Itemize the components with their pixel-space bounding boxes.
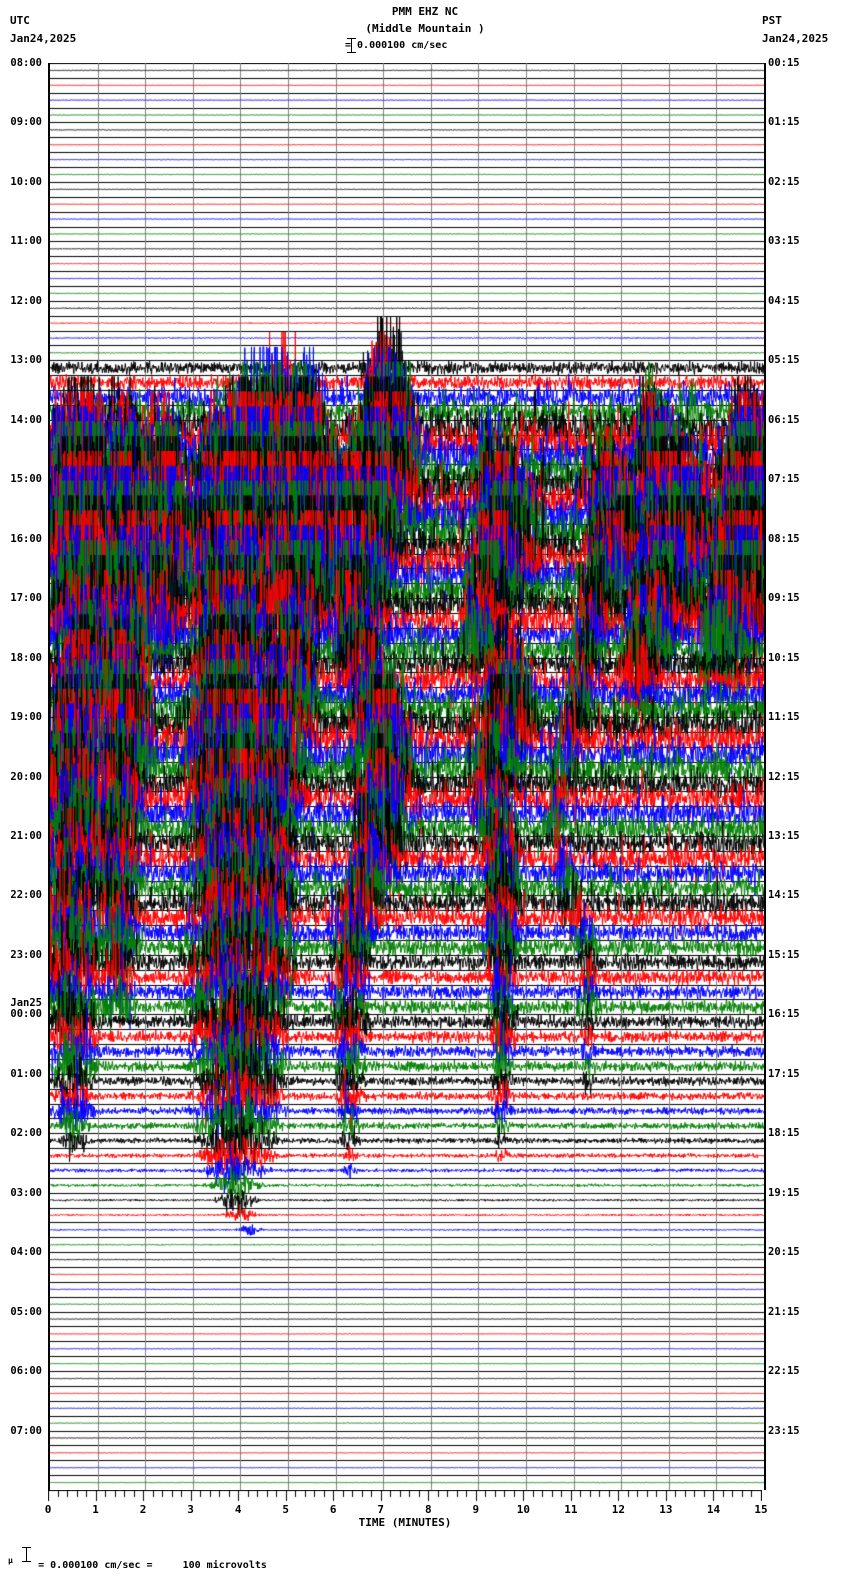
pst-tick-label: 04:15: [768, 294, 800, 307]
footer-scale-label: = 0.000100 cm/sec = 100 microvolts: [8, 1549, 267, 1571]
pst-tick-label: 01:15: [768, 116, 800, 129]
utc-tick-label: 22:00: [10, 889, 42, 902]
utc-tick-label: 14:00: [10, 413, 42, 426]
utc-tick-label: Jan25 00:00: [10, 997, 42, 1021]
footer-scale-bar-icon: [22, 1547, 31, 1562]
pst-tick-label: 18:15: [768, 1127, 800, 1140]
x-tick-label: 0: [44, 1503, 52, 1516]
x-tick-label: 1: [92, 1503, 99, 1516]
seismogram-traces: [50, 63, 764, 1490]
pst-tick-label: 22:15: [768, 1365, 800, 1378]
station-name-title: (Middle Mountain ): [365, 22, 485, 35]
x-tick-label: 10: [516, 1503, 530, 1516]
x-axis-title: TIME (MINUTES): [358, 1516, 452, 1529]
scale-note-label: = 0.000100 cm/sec: [345, 40, 448, 51]
pst-tick-label: 07:15: [768, 473, 800, 486]
pst-tick-label: 16:15: [768, 1008, 800, 1021]
utc-tick-label: 03:00: [10, 1186, 42, 1199]
utc-date-label: Jan24,2025: [10, 32, 77, 45]
utc-tick-label: 23:00: [10, 948, 42, 961]
x-tick-label: 13: [659, 1503, 673, 1516]
helicorder-plot-area[interactable]: [48, 63, 766, 1490]
pst-tick-label: 23:15: [768, 1424, 800, 1437]
utc-tick-label: 17:00: [10, 592, 42, 605]
utc-tick-label: 01:00: [10, 1067, 42, 1080]
pst-tick-label: 09:15: [768, 592, 800, 605]
footer-mu-symbol: μ: [8, 1556, 13, 1565]
station-code-title: PMM EHZ NC: [391, 5, 459, 18]
x-tick-label: 15: [754, 1503, 768, 1516]
x-axis-ticks: [48, 1490, 762, 1504]
x-tick-label: 14: [706, 1503, 721, 1516]
x-tick-label: 11: [564, 1503, 578, 1516]
pst-tick-label: 02:15: [768, 175, 800, 188]
utc-tick-label: 02:00: [10, 1127, 42, 1140]
pst-tick-label: 15:15: [768, 948, 800, 961]
utc-tick-label: 06:00: [10, 1365, 42, 1378]
pst-tick-label: 17:15: [768, 1067, 800, 1080]
pst-tick-label: 12:15: [768, 770, 800, 783]
utc-tick-label: 04:00: [10, 1246, 42, 1259]
pst-timezone-label: PST: [762, 14, 782, 27]
pst-tick-label: 00:15: [768, 57, 800, 69]
utc-tick-label: 08:00: [10, 57, 42, 69]
x-tick-label: 8: [424, 1503, 432, 1516]
x-tick-label: 4: [234, 1503, 242, 1516]
utc-tick-label: 13:00: [10, 354, 42, 367]
pst-tick-label: 21:15: [768, 1305, 800, 1318]
x-axis: 0 1 2 3 4 5 6 7 8 9 10 11 12 13 14 15: [44, 1490, 768, 1520]
x-tick-label: 3: [187, 1503, 194, 1516]
utc-tick-label: 15:00: [10, 473, 42, 486]
pst-tick-label: 20:15: [768, 1246, 800, 1259]
x-tick-label: 5: [282, 1503, 289, 1516]
x-tick-label: 9: [472, 1503, 480, 1516]
pst-tick-label: 06:15: [768, 413, 800, 426]
footer-scale-text: = 0.000100 cm/sec = 100 microvolts: [38, 1560, 267, 1571]
utc-tick-label: 09:00: [10, 116, 42, 129]
x-tick-label: 12: [611, 1503, 626, 1516]
utc-tick-label: 11:00: [10, 235, 42, 248]
x-tick-label: 2: [139, 1503, 147, 1516]
pst-tick-label: 03:15: [768, 235, 800, 248]
pst-tick-label: 05:15: [768, 354, 800, 367]
utc-tick-label: 07:00: [10, 1424, 42, 1437]
amplitude-scale-bar-icon: [347, 38, 356, 53]
pst-tick-label: 14:15: [768, 889, 800, 902]
utc-tick-label: 10:00: [10, 175, 42, 188]
utc-tick-label: 05:00: [10, 1305, 42, 1318]
utc-tick-label: 19:00: [10, 711, 42, 724]
pst-tick-label: 13:15: [768, 829, 800, 842]
pst-tick-label: 10:15: [768, 651, 800, 664]
pst-tick-label: 08:15: [768, 532, 800, 545]
x-tick-label: 6: [329, 1503, 337, 1516]
pst-tick-label: 11:15: [768, 711, 800, 724]
utc-tick-label: 18:00: [10, 651, 42, 664]
utc-tick-label: 21:00: [10, 829, 42, 842]
utc-tick-label: 12:00: [10, 294, 42, 307]
pst-date-label: Jan24,2025: [762, 32, 829, 45]
x-tick-label: 7: [377, 1503, 385, 1516]
utc-tick-label: 20:00: [10, 770, 42, 783]
utc-tick-label: 16:00: [10, 532, 42, 545]
pst-tick-label: 19:15: [768, 1186, 800, 1199]
utc-timezone-label: UTC: [10, 14, 30, 27]
